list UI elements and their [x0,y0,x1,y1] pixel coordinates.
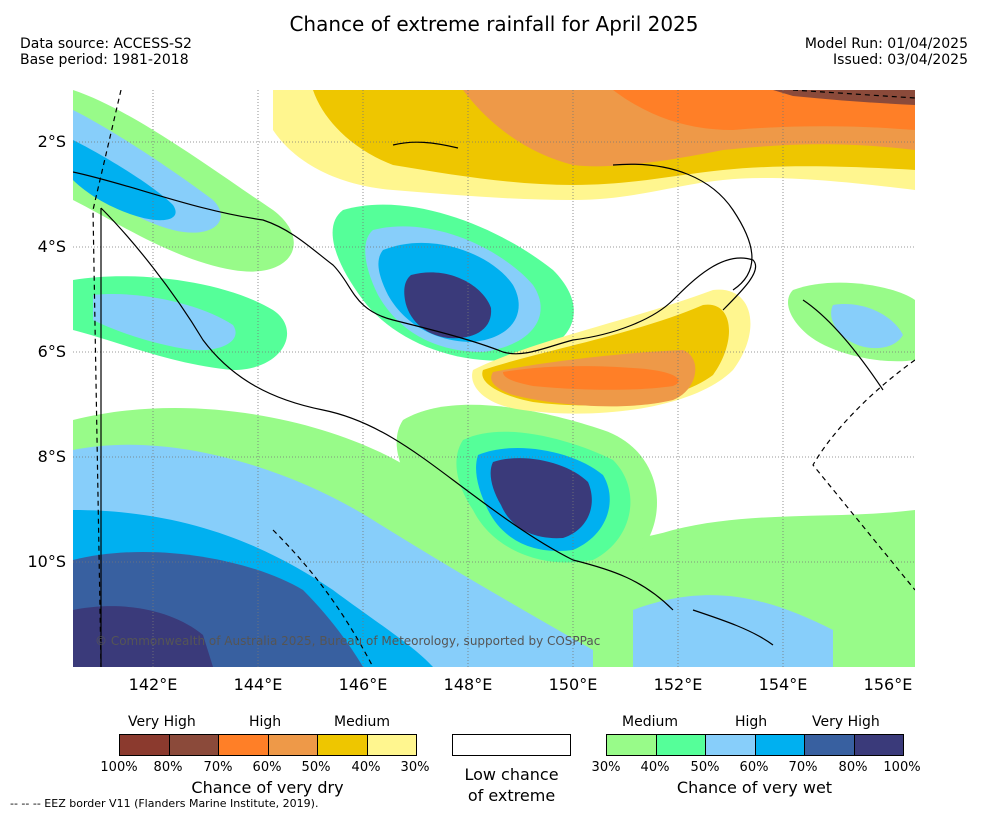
model-run: Model Run: 01/04/2025 [804,36,968,52]
graticule [73,90,915,667]
wet-very-high-label: Very High [812,714,880,730]
data-source: Data source: ACCESS-S2 [20,36,192,52]
lon-label: 142°E [128,675,178,694]
dry-pct-label: 80% [153,760,183,775]
low-chance-line1: Low chance [464,765,559,784]
wet-pct-label: 60% [739,760,769,775]
dry-swatch [168,734,219,756]
lon-label: 148°E [443,675,493,694]
dry-swatch [317,734,368,756]
low-chance-swatch [452,734,571,756]
header-left: Data source: ACCESS-S2 Base period: 1981… [20,36,192,68]
wet-pct-label: 100% [883,760,921,775]
lon-label: 152°E [653,675,703,694]
wet-pct-label: 80% [838,760,868,775]
dry-very-high-label: Very High [128,714,196,730]
map-title: Chance of extreme rainfall for April 202… [289,12,699,36]
wet-swatch [655,734,706,756]
dry-pct-label: 60% [252,760,282,775]
coastlines [73,141,884,667]
lon-label: 146°E [338,675,388,694]
lat-label: 4°S [37,237,66,256]
dry-swatch [267,734,318,756]
dry-pct-label: 100% [100,760,138,775]
wet-pct-label: 70% [788,760,818,775]
dry-caption: Chance of very dry [191,778,344,797]
wet-swatch [705,734,756,756]
header-right: Model Run: 01/04/2025 Issued: 03/04/2025 [805,36,968,68]
dry-pct-label: 70% [203,760,233,775]
lon-label: 144°E [233,675,283,694]
wet-colorbar [606,734,904,756]
copyright-notice: © Commonwealth of Australia 2025, Bureau… [95,634,600,648]
dry-colorbar [119,734,417,756]
wet-medium-label: Medium [622,714,678,730]
wet-pct-label: 50% [690,760,720,775]
wet-swatch [754,734,805,756]
dry-swatch [366,734,417,756]
eez-footnote: -- -- -- EEZ border V11 (Flanders Marine… [10,797,319,810]
wet-caption: Chance of very wet [676,778,833,797]
issued-date: Issued: 03/04/2025 [833,52,968,68]
rainfall-map: © Commonwealth of Australia 2025, Bureau… [73,90,915,667]
lon-label: 156°E [863,675,913,694]
eez-border [92,90,915,667]
lon-label: 150°E [548,675,598,694]
lat-label: 8°S [37,447,66,466]
low-chance-caption: Low chance of extreme [432,764,591,806]
wet-pct-label: 30% [591,760,621,775]
base-period: Base period: 1981-2018 [20,52,189,68]
dry-swatch [218,734,269,756]
dry-medium-label: Medium [334,714,390,730]
dry-pct-label: 40% [351,760,381,775]
wet-pct-label: 40% [640,760,670,775]
lat-label: 6°S [37,342,66,361]
lat-label: 10°S [27,552,66,571]
wet-high-label: High [735,714,768,730]
wet-swatch [804,734,855,756]
probability-field [73,90,915,667]
dry-high-label: High [249,714,282,730]
lat-label: 2°S [37,132,66,151]
wet-swatch [606,734,657,756]
dry-pct-label: 30% [400,760,430,775]
lon-label: 154°E [758,675,808,694]
wet-swatch [853,734,904,756]
dry-pct-label: 50% [301,760,331,775]
dry-swatch [119,734,170,756]
low-chance-line2: of extreme [467,786,556,805]
